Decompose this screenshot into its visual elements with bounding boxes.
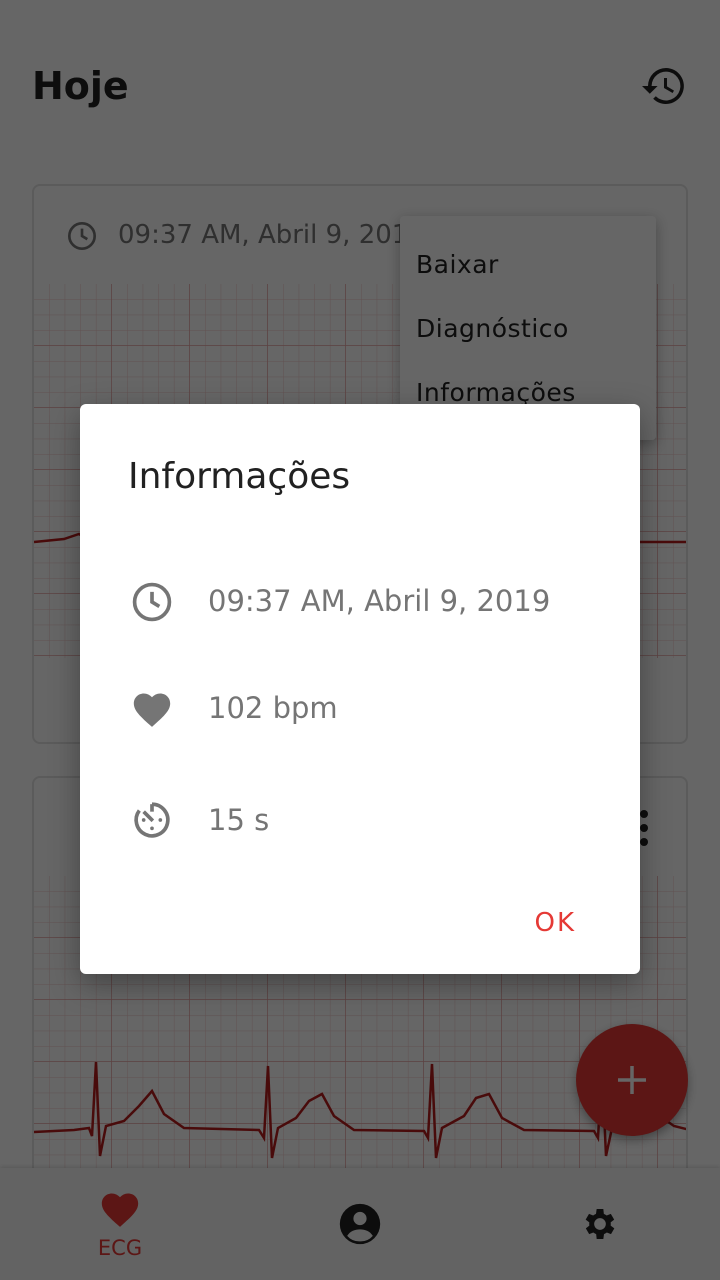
info-dialog: Informações 09:37 AM, Abril 9, 2019 102 … (80, 404, 640, 974)
timer-icon (134, 802, 170, 838)
info-time: 09:37 AM, Abril 9, 2019 (208, 584, 551, 618)
info-duration: 15 s (208, 803, 270, 837)
dialog-title: Informações (128, 456, 351, 497)
clock-icon (132, 582, 172, 622)
heart-icon (133, 693, 171, 727)
ok-button[interactable]: OK (534, 908, 576, 938)
info-heart-rate: 102 bpm (208, 691, 338, 725)
